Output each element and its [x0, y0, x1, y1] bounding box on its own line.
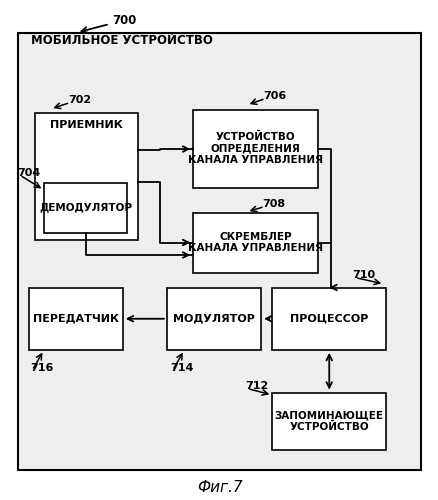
Text: 700: 700 — [112, 14, 136, 26]
Text: 710: 710 — [352, 270, 375, 280]
Text: ЗАПОМИНАЮЩЕЕ
УСТРОЙСТВО: ЗАПОМИНАЮЩЕЕ УСТРОЙСТВО — [274, 410, 383, 432]
Bar — [193, 212, 318, 272]
Text: 704: 704 — [18, 168, 41, 177]
Text: ПЕРЕДАТЧИК: ПЕРЕДАТЧИК — [33, 314, 118, 324]
Text: 706: 706 — [263, 91, 286, 101]
Text: ДЕМОДУЛЯТОР: ДЕМОДУЛЯТОР — [39, 202, 132, 212]
Bar — [272, 392, 385, 450]
Text: 702: 702 — [68, 95, 91, 105]
Bar — [166, 288, 261, 350]
Text: 716: 716 — [30, 363, 53, 373]
Text: 714: 714 — [170, 363, 193, 373]
Text: МОБИЛЬНОЕ УСТРОЙСТВО: МОБИЛЬНОЕ УСТРОЙСТВО — [31, 34, 212, 48]
Text: ПРОЦЕССОР: ПРОЦЕССОР — [290, 314, 367, 324]
Text: Фиг.7: Фиг.7 — [196, 480, 242, 495]
Bar — [28, 288, 123, 350]
Bar — [193, 110, 318, 188]
Text: 712: 712 — [244, 381, 268, 391]
Text: 708: 708 — [262, 199, 285, 209]
Bar — [35, 112, 138, 240]
Text: МОДУЛЯТОР: МОДУЛЯТОР — [173, 314, 254, 324]
Text: СКРЕМБЛЕР
КАНАЛА УПРАВЛЕНИЯ: СКРЕМБЛЕР КАНАЛА УПРАВЛЕНИЯ — [188, 232, 322, 254]
Bar — [272, 288, 385, 350]
Text: ПРИЕМНИК: ПРИЕМНИК — [50, 120, 123, 130]
Bar — [18, 32, 420, 470]
Bar — [44, 182, 127, 232]
Text: УСТРОЙСТВО
ОПРЕДЕЛЕНИЯ
КАНАЛА УПРАВЛЕНИЯ: УСТРОЙСТВО ОПРЕДЕЛЕНИЯ КАНАЛА УПРАВЛЕНИЯ — [188, 132, 322, 166]
